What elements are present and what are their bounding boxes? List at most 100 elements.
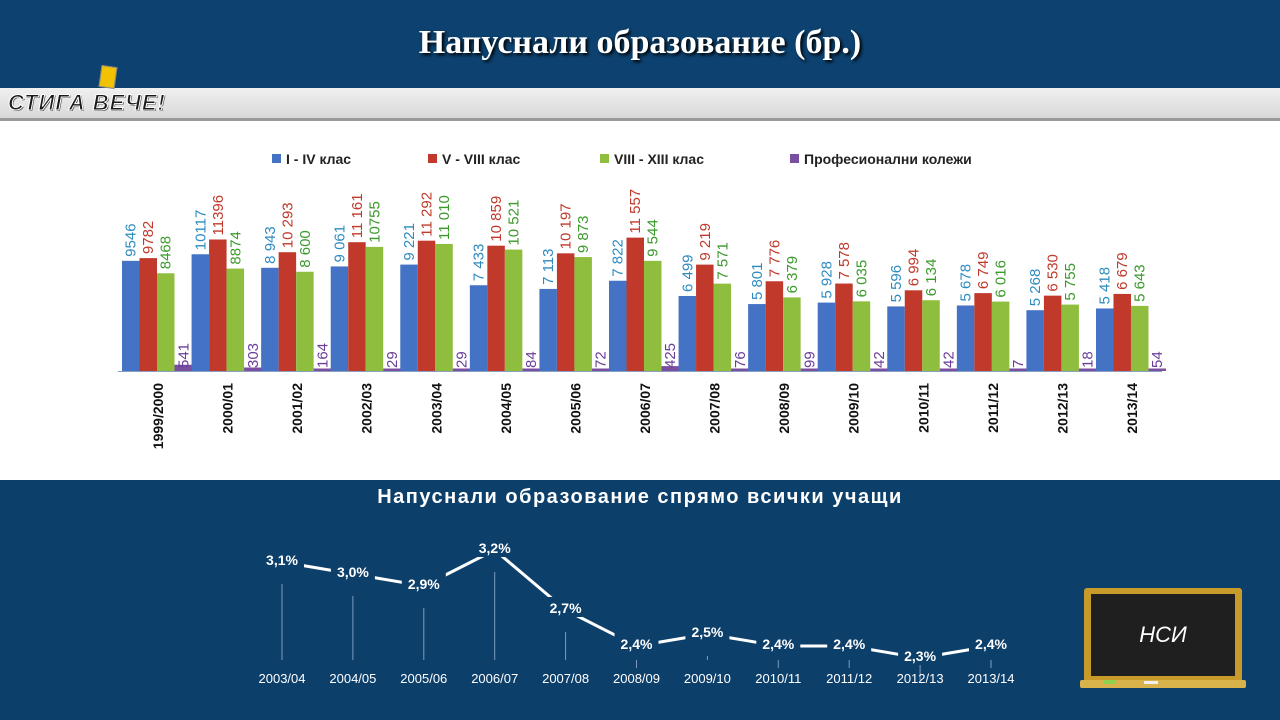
label-bg [401, 573, 446, 593]
x-tick-label: 2011/12 [985, 383, 1001, 433]
bar [817, 302, 836, 371]
x-tick-label: 2005/06 [567, 383, 583, 434]
data-label: 7 822 [610, 239, 627, 277]
data-label: 42 [941, 351, 958, 368]
bar [1130, 305, 1149, 371]
data-label: 541 [175, 343, 192, 368]
bar [400, 264, 418, 371]
data-label: 5 596 [888, 265, 905, 303]
x-tick-label: 2009/10 [684, 671, 731, 686]
legend-label: Професионални колежи [804, 151, 972, 167]
data-label: 72 [593, 351, 610, 368]
x-tick-label: 2013/14 [1124, 383, 1140, 434]
bar [348, 242, 366, 371]
data-label: 2,5% [691, 624, 723, 640]
data-label: 7 [1010, 360, 1027, 368]
bar [261, 267, 279, 371]
bar [383, 368, 401, 371]
x-tick-label: 2009/10 [846, 383, 862, 434]
data-label: 9782 [140, 221, 157, 254]
legend-swatch [790, 154, 799, 163]
bar [313, 368, 332, 371]
data-label: 5 643 [1132, 264, 1149, 302]
data-label: 10 859 [488, 196, 505, 242]
data-label: 5 678 [958, 264, 975, 302]
bar [417, 240, 436, 371]
bar [244, 367, 262, 371]
data-label: 11396 [210, 195, 227, 236]
label-bg [685, 621, 730, 641]
bar [209, 239, 227, 371]
x-tick-label: 2004/05 [498, 383, 514, 434]
bar [748, 304, 766, 371]
data-label: 2,4% [833, 636, 865, 652]
data-label: 6 016 [993, 260, 1010, 298]
bar [1009, 368, 1027, 371]
bar [939, 368, 958, 371]
data-label: 2,3% [904, 648, 936, 664]
bar [139, 258, 157, 371]
data-label: 164 [314, 343, 331, 368]
chart-legend: I - IV клас V - VIII клас VIII - XIII клас… [272, 151, 972, 167]
x-tick-label: 2010/11 [755, 671, 801, 686]
bar [1148, 368, 1166, 371]
data-label: 8468 [158, 236, 175, 269]
bar [522, 368, 540, 371]
bar [191, 254, 210, 371]
data-label: 10 197 [558, 203, 575, 249]
bar [974, 293, 992, 371]
data-label: 29 [454, 351, 471, 368]
data-label: 7 113 [540, 248, 557, 284]
data-label: 6 035 [853, 260, 870, 298]
data-label: 5 268 [1027, 269, 1044, 307]
label-bg [827, 633, 872, 653]
x-tick-label: 2004/05 [329, 671, 376, 686]
data-label: 11 292 [419, 192, 436, 237]
data-label: 9 219 [697, 223, 714, 261]
bar [174, 364, 192, 371]
x-tick-label: 2011/12 [826, 671, 872, 686]
bar [870, 368, 888, 371]
bar [1043, 295, 1062, 371]
data-label: 9 873 [575, 216, 592, 254]
nsi-chalkboard: НСИ [1080, 588, 1246, 688]
x-tick-label: 2007/08 [707, 383, 723, 434]
data-label: 8874 [227, 231, 244, 264]
x-tick-label: 2010/11 [915, 383, 931, 433]
data-label: 8 600 [297, 230, 314, 268]
bar [800, 368, 819, 371]
bar [1026, 310, 1044, 371]
bar [765, 281, 784, 371]
data-label: 84 [523, 351, 540, 368]
bar [122, 260, 140, 371]
bar [330, 266, 349, 371]
bar [226, 268, 245, 371]
data-label: 9 544 [645, 219, 662, 257]
bars [118, 237, 1166, 372]
chalk-icon [1144, 681, 1158, 684]
legend-label: V - VIII клас [442, 151, 521, 167]
bar [591, 368, 610, 371]
x-tick-label: 2001/02 [289, 383, 305, 434]
data-label: 8 943 [262, 226, 279, 264]
header-band [0, 0, 1280, 88]
x-tick-label: 2007/08 [542, 671, 589, 686]
x-tick-label: 2006/07 [471, 671, 518, 686]
data-label: 5 418 [1097, 267, 1114, 305]
data-label: 7 571 [714, 242, 731, 280]
data-label: 6 499 [679, 254, 696, 292]
data-label: 11 557 [627, 189, 644, 234]
x-tick-label: 2005/06 [400, 671, 447, 686]
bar [1078, 368, 1097, 371]
data-label: 10 521 [506, 200, 523, 246]
label-bg [614, 633, 659, 653]
data-label: 3,0% [337, 564, 369, 580]
data-label: 6 679 [1114, 252, 1131, 290]
bar [469, 285, 488, 371]
data-label: 42 [871, 351, 888, 368]
logo: СТИГА ВЕЧЕ! [8, 90, 166, 116]
bar [904, 290, 923, 371]
data-label: 425 [662, 343, 679, 368]
line-chart: 3,1% 3,0% 2,9% 3,2% 2,7% 2,4% 2,5% 2,4% 2,4% 2,3%… [259, 537, 1015, 686]
